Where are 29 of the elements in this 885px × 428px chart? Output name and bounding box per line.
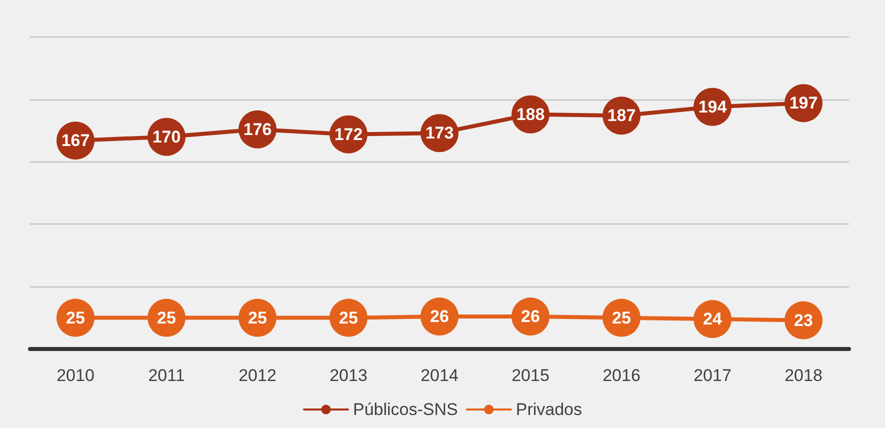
data-label: 197 xyxy=(789,94,818,113)
data-label: 188 xyxy=(516,104,545,124)
x-tick-label: 2015 xyxy=(512,366,550,385)
x-tick-label: 2018 xyxy=(784,366,822,385)
data-label: 26 xyxy=(521,307,540,326)
x-tick-label: 2016 xyxy=(602,366,640,385)
x-tick-label: 2014 xyxy=(420,366,458,385)
data-label: 24 xyxy=(703,310,722,329)
data-label: 194 xyxy=(698,97,728,116)
data-label: 23 xyxy=(794,310,813,330)
x-tick-label: 2017 xyxy=(694,366,732,385)
x-tick-label: 2013 xyxy=(330,366,368,385)
x-tick-label: 2011 xyxy=(148,366,185,385)
data-label: 172 xyxy=(334,124,363,144)
data-label: 25 xyxy=(248,308,267,328)
legend-label: Privados xyxy=(516,400,582,419)
data-label: 25 xyxy=(66,308,85,328)
data-label: 25 xyxy=(612,308,631,328)
legend-label: Públicos-SNS xyxy=(352,400,458,419)
data-label: 26 xyxy=(430,307,449,326)
x-tick-label: 2010 xyxy=(56,366,94,385)
data-label: 170 xyxy=(152,127,181,146)
data-label: 176 xyxy=(243,120,272,139)
data-label: 25 xyxy=(157,308,176,328)
data-label: 187 xyxy=(607,106,636,126)
data-label: 25 xyxy=(339,308,358,328)
data-label: 167 xyxy=(61,131,90,150)
x-tick-label: 2012 xyxy=(238,366,276,385)
data-label: 173 xyxy=(425,124,454,143)
